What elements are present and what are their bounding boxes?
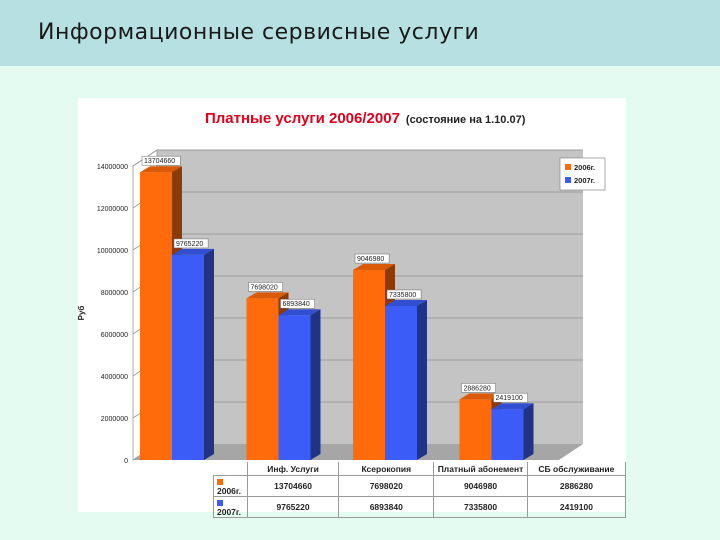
bar-side — [310, 309, 321, 460]
slide-header: Информационные сервисные услуги — [0, 0, 720, 66]
data-label: 7335800 — [389, 292, 416, 299]
data-label: 13704660 — [144, 158, 175, 165]
bar-top — [491, 403, 534, 410]
y-tick-label: 2000000 — [101, 416, 128, 423]
bar — [491, 409, 524, 460]
chart-panel: Платные услуги 2006/2007 (состояние на 1.… — [78, 98, 627, 518]
table-cell: 13704660 — [246, 475, 340, 497]
bar-top — [246, 292, 289, 299]
bar-top — [353, 264, 395, 271]
legend-label: 2006г. — [574, 163, 595, 172]
bar — [385, 305, 417, 460]
bar-side — [204, 248, 214, 460]
table-row-2006: 2006г. 13704660 7698020 9046980 2886280 — [213, 475, 627, 497]
data-label: 2419100 — [496, 395, 523, 402]
legend-swatch — [565, 164, 571, 170]
table-category: СБ обслуживание — [526, 462, 627, 476]
chart-title: Платные услуги 2006/2007 — [205, 110, 400, 127]
y-tick-label: 8000000 — [101, 290, 128, 297]
table-category: Ксерокопия — [338, 462, 435, 476]
bar-top — [459, 393, 502, 400]
legend-label: 2007г. — [574, 176, 595, 185]
bar — [172, 254, 204, 460]
legend-box — [559, 157, 606, 191]
data-label-box — [493, 392, 528, 403]
table-series-label: 2007г. — [217, 507, 241, 517]
data-label-box — [354, 253, 390, 264]
y-tick-label: 6000000 — [101, 332, 128, 339]
bar — [459, 399, 492, 460]
table-series-label: 2006г. — [217, 486, 241, 496]
table-header-row: Инф. Услуги Ксерокопия Платный абонемент… — [214, 462, 627, 476]
table-cell: 9765220 — [246, 496, 340, 518]
slide-title: Информационные сервисные услуги — [38, 20, 480, 45]
table-row-2007: 2007г. 9765220 6893840 7335800 2419100 — [213, 496, 627, 518]
table-cell: 7698020 — [338, 475, 435, 497]
data-label-box — [386, 289, 422, 300]
table-category: Инф. Услуги — [246, 462, 340, 476]
table-corner — [214, 462, 248, 476]
data-table: Инф. Услуги Ксерокопия Платный абонемент… — [213, 462, 627, 518]
data-label-box — [248, 282, 283, 292]
y-tick-label: 12000000 — [97, 206, 128, 213]
data-label-box — [280, 298, 315, 309]
bar — [140, 172, 172, 460]
table-series-name: 2007г. — [213, 496, 248, 518]
table-category: Платный абонемент — [433, 462, 528, 476]
y-tick-label: 4000000 — [101, 374, 128, 381]
table-cell: 9046980 — [433, 475, 528, 497]
table-series-name: 2006г. — [213, 475, 248, 497]
data-label-box — [461, 383, 496, 393]
data-label-box — [141, 155, 181, 166]
data-label-box — [173, 238, 209, 249]
legend-swatch — [565, 177, 571, 183]
y-tick-label: 14000000 — [97, 164, 128, 171]
bar-top — [140, 166, 182, 173]
table-cell: 2419100 — [526, 496, 627, 518]
bar-top — [172, 248, 214, 255]
table-cell: 6893840 — [338, 496, 435, 518]
bar-side — [523, 403, 534, 460]
data-label: 9046980 — [357, 256, 384, 263]
table-cell: 7335800 — [433, 496, 528, 518]
swatch-2006 — [217, 478, 223, 485]
chart-subtitle: (состояние на 1.10.07) — [405, 114, 526, 126]
table-cell: 2886280 — [526, 475, 627, 497]
y-axis-label: Руб — [78, 306, 86, 321]
bar-top — [385, 299, 427, 306]
y-tick-label: 0 — [124, 458, 128, 465]
bar-chart: 14000000 12000000 10000000 8000000 6000000 40… — [78, 149, 606, 465]
swatch-2007 — [217, 499, 223, 506]
data-label: 6893840 — [283, 301, 310, 308]
bar — [278, 315, 311, 460]
data-label: 2886280 — [464, 385, 491, 392]
chart-title-line: Платные услуги 2006/2007 (состояние на 1.… — [205, 110, 525, 127]
data-label: 9765220 — [176, 241, 203, 248]
bar — [246, 298, 279, 460]
bar — [353, 270, 385, 460]
bar-side — [417, 299, 427, 460]
y-tick-label: 10000000 — [97, 248, 128, 255]
data-label: 7698020 — [251, 284, 278, 291]
bar-top — [278, 309, 321, 316]
